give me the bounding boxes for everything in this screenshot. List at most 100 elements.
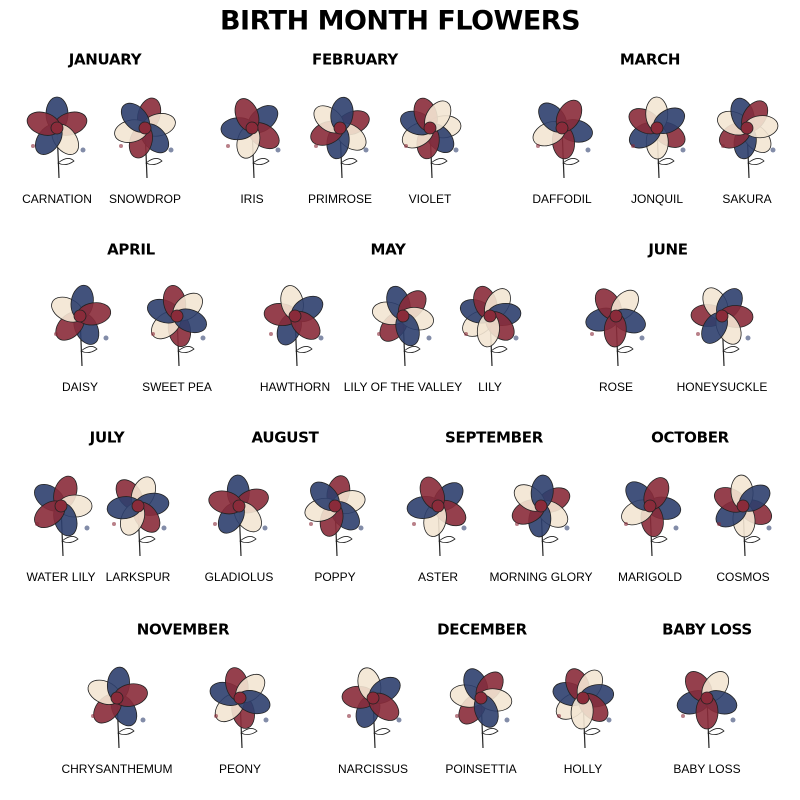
- flower-center: [650, 121, 664, 135]
- flower-illustration: [372, 285, 434, 367]
- month-heading: SEPTEMBER: [445, 429, 544, 447]
- paint-dot: [696, 332, 700, 336]
- month-heading: FEBRUARY: [312, 51, 399, 69]
- flower-name: PEONY: [219, 762, 261, 776]
- flower-illustration: [51, 284, 112, 367]
- flower-name: DAISY: [62, 380, 98, 394]
- leaf: [438, 536, 456, 543]
- flower-name: HAWTHORN: [260, 380, 330, 394]
- paint-dot: [91, 714, 95, 718]
- flower-illustration: [147, 284, 207, 367]
- leaf: [340, 158, 358, 165]
- flower-illustration: [26, 96, 88, 179]
- paint-dot: [631, 144, 635, 148]
- paint-dot: [721, 144, 725, 148]
- leaf: [616, 346, 634, 353]
- paint-dot: [770, 147, 776, 153]
- leaf: [295, 346, 313, 353]
- paint-dot: [515, 522, 519, 526]
- flower-center: [474, 691, 488, 705]
- paint-dot: [31, 144, 35, 148]
- paint-dot: [557, 714, 561, 718]
- flower-illustration: [511, 474, 571, 557]
- month-heading: AUGUST: [251, 429, 319, 447]
- flower-center: [576, 691, 590, 705]
- leaf: [177, 346, 195, 353]
- paint-dot: [426, 335, 432, 341]
- flower-illustration: [459, 285, 522, 367]
- flower-center: [423, 121, 437, 135]
- paint-dot: [681, 714, 685, 718]
- paint-dot: [347, 714, 351, 718]
- flower-illustration: [209, 667, 271, 749]
- paint-dot: [161, 525, 167, 531]
- paint-dot: [84, 525, 90, 531]
- flower-name: VIOLET: [409, 192, 452, 206]
- flower-center: [50, 121, 64, 135]
- flower-name: HOLLY: [564, 762, 602, 776]
- flower-center: [333, 121, 347, 135]
- paint-dot: [309, 522, 313, 526]
- flower-center: [736, 499, 750, 513]
- paint-dot: [513, 335, 519, 341]
- paint-dot: [140, 717, 146, 723]
- flower-name: DAFFODIL: [532, 192, 592, 206]
- leaf: [117, 728, 135, 735]
- flower-center: [366, 691, 380, 705]
- flower-illustration: [304, 475, 366, 557]
- flower-illustration: [400, 97, 462, 179]
- paint-dot: [54, 332, 58, 336]
- leaf: [61, 536, 79, 543]
- flower-center: [232, 499, 246, 513]
- flower-center: [233, 691, 247, 705]
- flower-illustration: [341, 667, 402, 749]
- flower-center: [138, 121, 152, 135]
- flower-name: SWEET PEA: [142, 380, 212, 394]
- flower-illustration: [713, 474, 773, 557]
- flower-name: HONEYSUCKLE: [677, 380, 768, 394]
- flower-illustration: [220, 98, 281, 179]
- leaf: [747, 158, 765, 165]
- paint-dot: [377, 332, 381, 336]
- flower-illustration: [87, 666, 148, 749]
- flower-illustration: [717, 97, 779, 179]
- paint-dot: [453, 147, 459, 153]
- leaf: [403, 346, 421, 353]
- paint-dot: [412, 522, 416, 526]
- flower-illustration: [406, 476, 467, 557]
- flower-center: [715, 309, 729, 323]
- flower-illustration: [621, 477, 682, 557]
- paint-dot: [103, 335, 109, 341]
- leaf: [80, 346, 98, 353]
- flower-illustration: [263, 285, 324, 367]
- leaf: [707, 728, 725, 735]
- poster-title: BIRTH MONTH FLOWERS: [220, 6, 580, 37]
- flower-illustration: [628, 96, 686, 179]
- paint-dot: [624, 522, 628, 526]
- flower-name: GLADIOLUS: [205, 570, 274, 584]
- month-heading: MAY: [370, 241, 407, 259]
- paint-dot: [680, 147, 686, 153]
- paint-dot: [464, 332, 468, 336]
- paint-dot: [151, 332, 155, 336]
- leaf: [722, 346, 740, 353]
- flower-name: MORNING GLORY: [489, 570, 592, 584]
- month-heading: NOVEMBER: [137, 621, 230, 639]
- leaf: [743, 536, 761, 543]
- leaf: [430, 158, 448, 165]
- leaf: [240, 728, 258, 735]
- flower-center: [643, 499, 657, 513]
- flower-illustration: [552, 668, 615, 749]
- leaf: [490, 346, 508, 353]
- flower-center: [483, 309, 497, 323]
- flower-center: [431, 499, 445, 513]
- leaf: [583, 728, 601, 735]
- paint-dot: [363, 147, 369, 153]
- flower-name: LARKSPUR: [106, 570, 171, 584]
- flower-center: [110, 691, 124, 705]
- flower-name: LILY OF THE VALLEY: [344, 380, 463, 394]
- paint-dot: [461, 525, 467, 531]
- month-heading: DECEMBER: [437, 621, 527, 639]
- leaf: [373, 728, 391, 735]
